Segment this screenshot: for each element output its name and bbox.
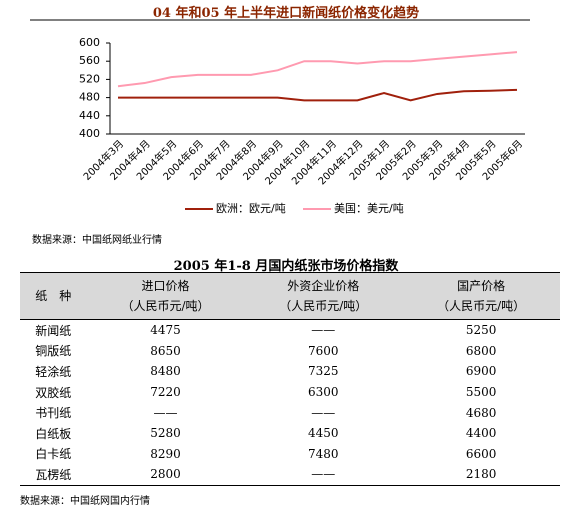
cell: 白卡纸: [35, 447, 72, 462]
row: 白纸板 5280 4450 4400: [20, 423, 560, 444]
table-source: 数据来源：中国纸网国内行情: [20, 496, 150, 507]
cell: 4400: [465, 426, 497, 441]
row: 铜版纸 8650 7600 6800: [20, 341, 560, 362]
cell: 瓦楞纸: [20, 464, 87, 486]
cell: 轻涂纸: [35, 364, 72, 379]
y-tick-label: 400: [79, 127, 100, 140]
cell: 6900: [465, 364, 497, 379]
header-cell: 外资企业价格 （人民币元/吨）: [244, 272, 403, 320]
header-cell: 进口价格 （人民币元/吨）: [86, 272, 245, 320]
row: 新闻纸 4475 —— 5250: [20, 320, 560, 341]
row: 书刊纸 —— —— 4680: [20, 402, 560, 423]
cell: 7480: [308, 446, 339, 461]
chart-source: 数据来源：中国纸网纸业行情: [32, 235, 162, 246]
cell: 7600: [308, 343, 339, 358]
header-text: （人民币元/吨）: [279, 299, 368, 313]
header-text: 国产价格: [457, 279, 506, 293]
row: 双胶纸 7220 6300 5500: [20, 382, 560, 403]
header-cell: 纸 种: [20, 272, 87, 320]
cell: 4450: [308, 426, 339, 441]
cell: 白纸板: [35, 426, 72, 441]
cell: 7220: [150, 385, 181, 400]
cell: ——: [311, 323, 336, 338]
series-line: [118, 88, 518, 102]
cell: 新闻纸: [35, 323, 72, 338]
table-title: 2005 年1-8 月国内纸张市场价格指数: [173, 259, 399, 274]
header-text: （人民币元/吨）: [121, 299, 210, 313]
header-text: 纸 种: [35, 289, 72, 303]
row: 轻涂纸 8480 7325 6900: [20, 361, 560, 382]
header-text: 外资企业价格: [287, 279, 360, 293]
cell: 2180: [402, 464, 560, 486]
cell: 5280: [150, 426, 181, 441]
cell: 7325: [308, 364, 339, 379]
legend-label: 欧洲：欧元/吨: [216, 202, 286, 215]
cell: 6800: [465, 343, 497, 358]
cell: ——: [153, 405, 178, 420]
cell: 2800: [86, 464, 245, 486]
header-cell: 国产价格 （人民币元/吨）: [402, 272, 560, 320]
cell: 6300: [308, 385, 339, 400]
cell: 8290: [150, 446, 181, 461]
cell: ——: [311, 405, 336, 420]
header-text: （人民币元/吨）: [437, 299, 526, 313]
cell: 铜版纸: [35, 344, 72, 359]
cell: 双胶纸: [35, 385, 72, 400]
legend-label: 美国：美元/吨: [334, 202, 404, 215]
series-line: [117, 51, 518, 88]
y-tick-label: 440: [79, 109, 100, 122]
row: 瓦楞纸 2800 —— 2180: [20, 464, 560, 486]
chart: 4004404805205606002004年3月2004年4月2004年5月2…: [30, 19, 530, 215]
row: 白卡纸 8290 7480 6600: [20, 444, 560, 465]
y-tick-label: 560: [79, 54, 100, 67]
cell: 6600: [465, 446, 497, 461]
cell: 4475: [150, 323, 181, 338]
chart-title: 04 年和05 年上半年进口新闻纸价格变化趋势: [152, 6, 420, 21]
y-tick-label: 480: [79, 91, 100, 104]
y-tick-label: 520: [79, 72, 100, 85]
cell: 5500: [465, 385, 497, 400]
y-tick-label: 600: [79, 36, 100, 49]
cell: ——: [244, 464, 403, 486]
price-table: 纸 种 进口价格 （人民币元/吨） 外资企业价格 （人民币元/吨） 国产价格 （人民币元/吨…: [20, 272, 560, 486]
cell: 8480: [150, 364, 181, 379]
cell: 书刊纸: [35, 406, 72, 421]
header-text: 进口价格: [141, 279, 190, 293]
cell: 4680: [465, 405, 497, 420]
cell: 8650: [150, 343, 181, 358]
cell: 5250: [465, 323, 497, 338]
